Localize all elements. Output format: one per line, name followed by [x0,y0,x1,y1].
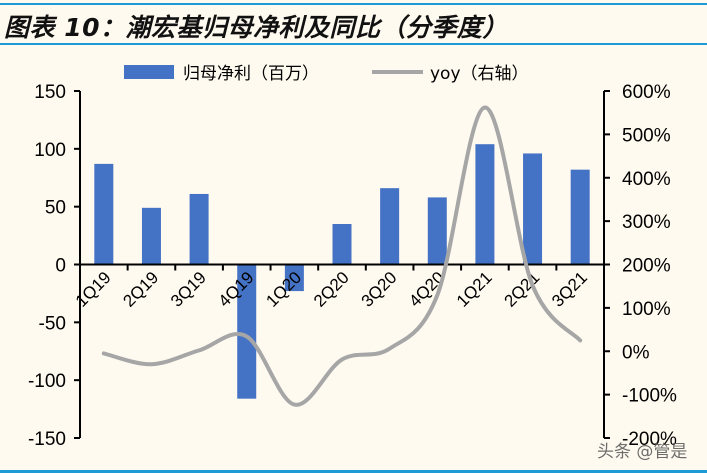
title-rule [0,43,707,45]
x-tick-label: 1Q19 [72,268,115,311]
left-tick-label: -50 [39,313,66,334]
bar-2Q19 [141,207,161,265]
bar-4Q20 [427,197,447,265]
left-tick-label: 0 [55,256,66,277]
right-tick-label: 300% [622,212,671,233]
bar-3Q20 [380,188,400,265]
x-tick-label: 2Q19 [119,268,162,311]
bar-2Q20 [332,224,352,265]
right-tick-label: 500% [622,125,671,146]
bar-4Q19 [237,264,257,399]
right-tick-label: -100% [622,386,677,407]
bar-3Q21 [570,169,590,265]
right-tick-label: 200% [622,256,671,277]
x-tick-label: 2Q21 [501,268,544,311]
x-tick-label: 1Q21 [453,268,496,311]
legend-label-bar: 归母净利（百万） [183,64,319,84]
bar-1Q21 [475,144,495,265]
left-tick-label: 50 [45,198,66,219]
right-tick-label: 100% [622,299,671,320]
bottom-rule [0,470,707,473]
top-rule [0,3,707,5]
chart-title: 图表 10：潮宏基归母净利及同比（分季度） [4,13,508,42]
yoy-line [101,105,583,407]
left-tick-label: 100 [34,140,66,161]
watermark: 头条 @管是 [597,442,688,462]
legend-swatch-bar [124,65,174,79]
right-tick-label: 400% [622,169,671,190]
bar-1Q20 [284,264,304,292]
right-tick-label: 0% [622,342,650,363]
x-tick-label: 2Q20 [310,268,353,311]
bar-2Q21 [523,153,543,265]
right-tick-label: -200% [622,429,677,450]
left-tick-label: 150 [34,82,66,103]
left-tick-label: -150 [28,429,66,450]
right-tick-label: 600% [622,82,671,103]
left-tick-label: -100 [28,371,66,392]
bar-1Q19 [94,163,114,265]
x-tick-label: 3Q19 [167,268,210,311]
x-tick-label: 3Q21 [548,268,591,311]
legend-label-line: yoy（右轴） [430,64,529,84]
x-tick-label: 3Q20 [358,268,401,311]
bar-3Q19 [189,193,209,265]
